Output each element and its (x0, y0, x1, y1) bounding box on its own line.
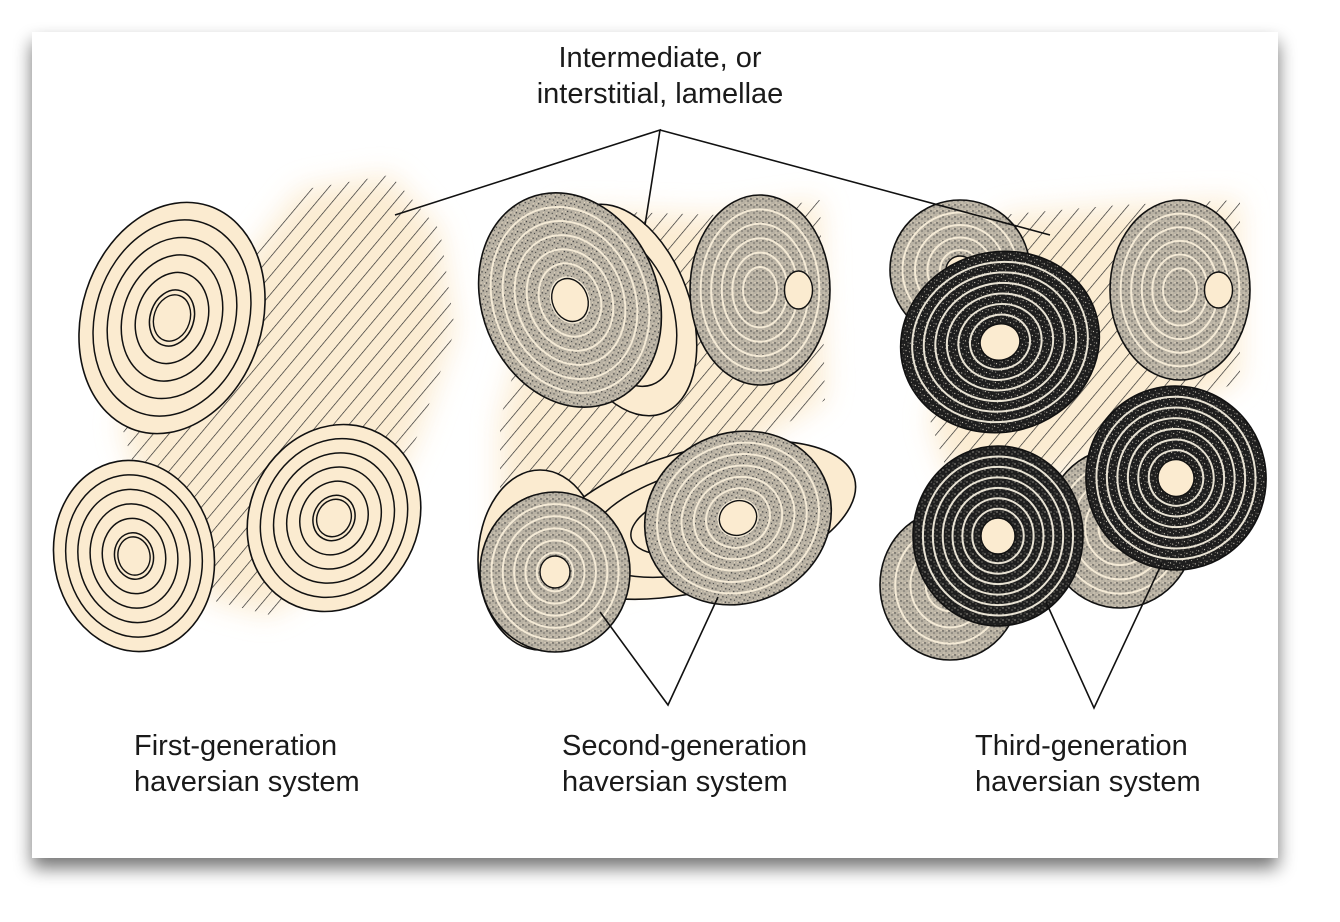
label-first-line1: First-generation (134, 730, 338, 762)
second-gen-osteon-d (643, 430, 833, 606)
first-gen-osteon-c (246, 423, 422, 613)
third-gen-osteon-a (899, 250, 1101, 434)
first-gen-osteon-a (78, 201, 266, 435)
label-second-line1: Second-generation (562, 730, 808, 762)
second-gen-osteon-a (477, 192, 663, 408)
label-third-line2: haversian system (975, 766, 1201, 798)
label-interstitial-line1: Intermediate, or (558, 42, 762, 74)
label-interstitial-lamellae: Intermediate, or interstitial, lamellae (500, 40, 820, 112)
second-gen-osteon-c (479, 491, 631, 653)
second-gen-osteon-b (689, 194, 831, 386)
osteon-rings (52, 192, 1267, 661)
label-interstitial-line2: interstitial, lamellae (536, 78, 784, 110)
remnant-osteon-e (1109, 199, 1251, 381)
label-first-line2: haversian system (134, 766, 360, 798)
label-second-generation: Second-generation haversian system (562, 728, 807, 800)
first-gen-osteon-b (52, 459, 216, 653)
third-gen-osteon-b (912, 445, 1084, 627)
label-first-generation: First-generation haversian system (134, 728, 360, 800)
pointer-lines (394, 128, 1163, 710)
label-third-line1: Third-generation (975, 730, 1188, 762)
label-second-line2: haversian system (562, 766, 788, 798)
label-third-generation: Third-generation haversian system (975, 728, 1201, 800)
third-gen-osteon-c (1085, 385, 1267, 571)
